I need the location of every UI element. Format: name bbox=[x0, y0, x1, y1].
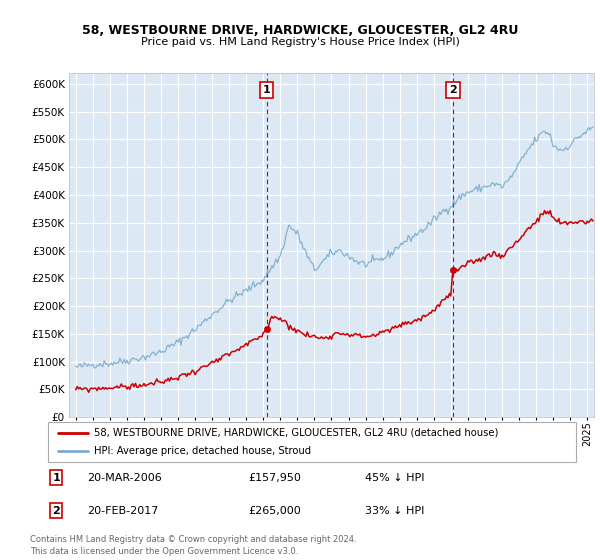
Text: 33% ↓ HPI: 33% ↓ HPI bbox=[365, 506, 424, 516]
Text: Contains HM Land Registry data © Crown copyright and database right 2024.
This d: Contains HM Land Registry data © Crown c… bbox=[30, 535, 356, 556]
Text: 2: 2 bbox=[52, 506, 60, 516]
Text: 45% ↓ HPI: 45% ↓ HPI bbox=[365, 473, 424, 483]
Text: HPI: Average price, detached house, Stroud: HPI: Average price, detached house, Stro… bbox=[94, 446, 311, 456]
Text: 1: 1 bbox=[52, 473, 60, 483]
Text: 20-MAR-2006: 20-MAR-2006 bbox=[88, 473, 163, 483]
Text: Price paid vs. HM Land Registry's House Price Index (HPI): Price paid vs. HM Land Registry's House … bbox=[140, 37, 460, 47]
Text: 20-FEB-2017: 20-FEB-2017 bbox=[88, 506, 159, 516]
Text: 1: 1 bbox=[263, 85, 271, 95]
Text: £157,950: £157,950 bbox=[248, 473, 302, 483]
Text: £265,000: £265,000 bbox=[248, 506, 301, 516]
FancyBboxPatch shape bbox=[48, 422, 576, 462]
Text: 58, WESTBOURNE DRIVE, HARDWICKE, GLOUCESTER, GL2 4RU: 58, WESTBOURNE DRIVE, HARDWICKE, GLOUCES… bbox=[82, 24, 518, 36]
Text: 2: 2 bbox=[449, 85, 457, 95]
Text: 58, WESTBOURNE DRIVE, HARDWICKE, GLOUCESTER, GL2 4RU (detached house): 58, WESTBOURNE DRIVE, HARDWICKE, GLOUCES… bbox=[94, 428, 499, 437]
